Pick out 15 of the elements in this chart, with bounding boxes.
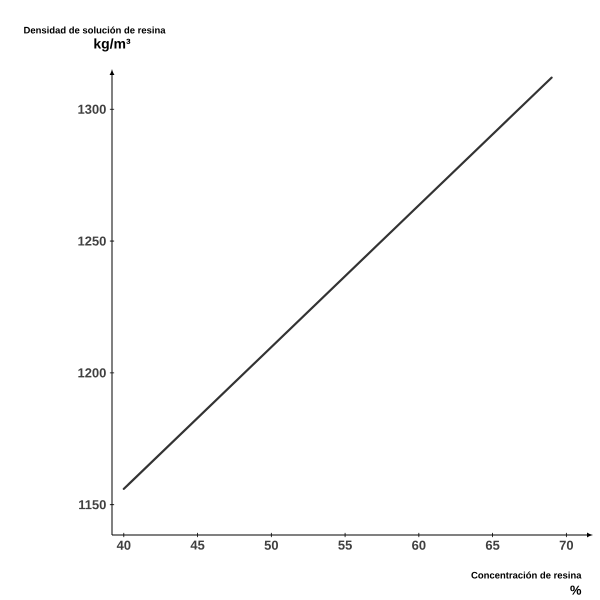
text: % <box>570 586 582 595</box>
x-tick-label: 65 <box>486 540 500 550</box>
x-tick-label: 55 <box>338 540 352 550</box>
y-tick-label: 1300 <box>78 104 106 114</box>
x-axis-title: Concentración de resina <box>471 572 582 579</box>
x-tick-label: 70 <box>560 540 574 550</box>
x-tick-label: 45 <box>190 540 204 550</box>
x-tick-label: 50 <box>264 540 278 550</box>
y-tick-label: 1150 <box>79 500 106 510</box>
y-tick-label: 1250 <box>78 236 106 246</box>
y-tick-label: 1200 <box>78 368 106 378</box>
x-tick-label: 40 <box>116 540 130 550</box>
x-tick-label: 60 <box>412 540 426 550</box>
y-axis-title: kg/m³ <box>94 38 130 52</box>
chart-title: Densidad de solución de resina <box>24 26 166 34</box>
